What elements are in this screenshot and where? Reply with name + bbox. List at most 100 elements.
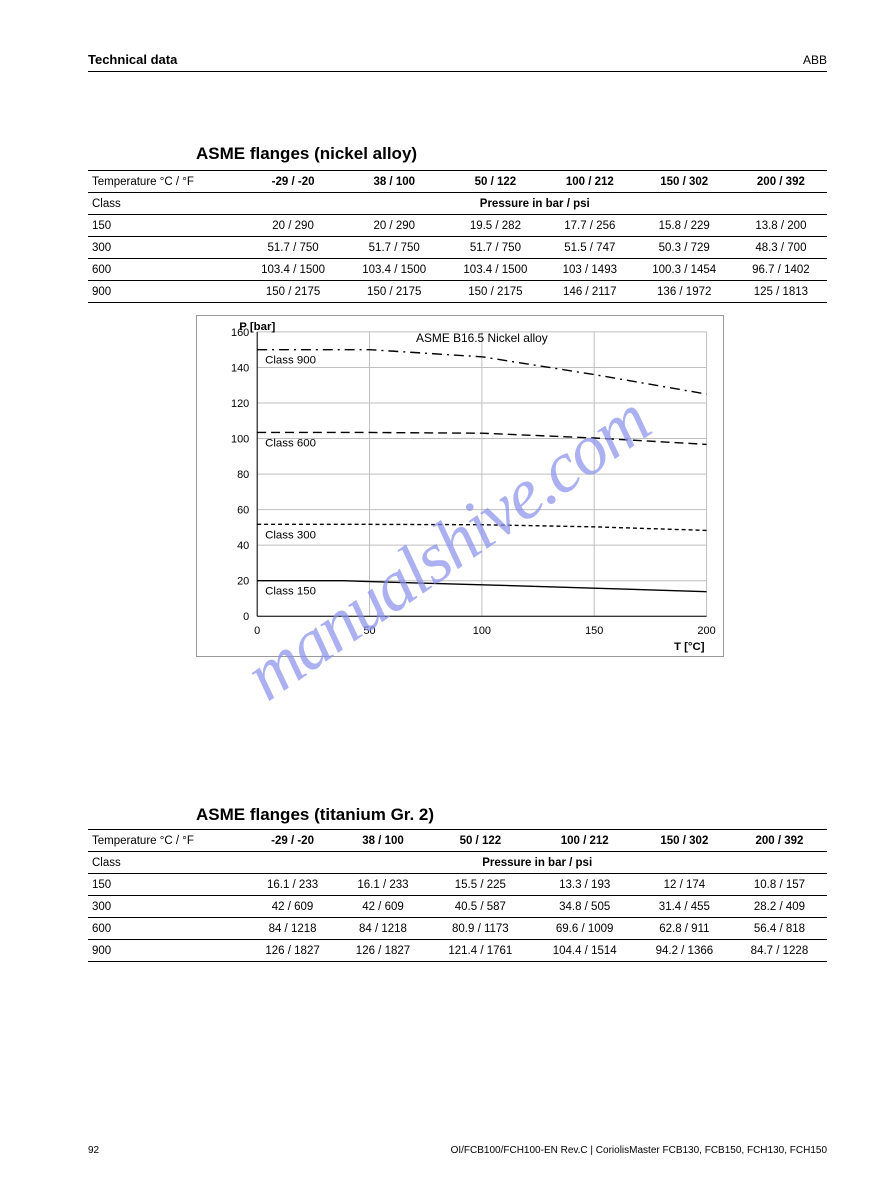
cell: 16.1 / 233: [338, 874, 428, 896]
svg-text:100: 100: [231, 434, 249, 446]
cell: 51.5 / 747: [546, 237, 634, 259]
cell: 28.2 / 409: [732, 896, 827, 918]
cell: 125 / 1813: [735, 281, 827, 303]
cell: 69.6 / 1009: [533, 918, 637, 940]
row-label: 150: [88, 874, 247, 896]
row-label: 300: [88, 237, 243, 259]
table-titanium-head-label: Temperature °C / °F: [88, 830, 247, 852]
table-nickel-head-label: Temperature °C / °F: [88, 171, 243, 193]
cell: 42 / 609: [247, 896, 337, 918]
svg-text:ASME B16.5 Nickel alloy: ASME B16.5 Nickel alloy: [416, 331, 548, 345]
cell: 150 / 2175: [445, 281, 546, 303]
cell: 84.7 / 1228: [732, 940, 827, 962]
table-nickel: Temperature °C / °F -29 / -20 38 / 100 5…: [88, 170, 827, 303]
table-nickel-col: 38 / 100: [344, 171, 445, 193]
cell: 100.3 / 1454: [634, 259, 735, 281]
svg-text:P [bar]: P [bar]: [239, 321, 275, 333]
cell: 80.9 / 1173: [428, 918, 532, 940]
svg-text:200: 200: [697, 625, 715, 637]
cell: 103.4 / 1500: [243, 259, 344, 281]
section-nickel-title: ASME flanges (nickel alloy): [196, 144, 827, 164]
cell: 121.4 / 1761: [428, 940, 532, 962]
cell: 62.8 / 911: [637, 918, 732, 940]
cell: 19.5 / 282: [445, 215, 546, 237]
cell: 146 / 2117: [546, 281, 634, 303]
cell: 84 / 1218: [247, 918, 337, 940]
table-nickel-subhead-text: Pressure in bar / psi: [243, 193, 828, 215]
row-label: 600: [88, 918, 247, 940]
table-titanium-col: 200 / 392: [732, 830, 827, 852]
table-titanium-col: 150 / 302: [637, 830, 732, 852]
table-row: 600103.4 / 1500103.4 / 1500103.4 / 15001…: [88, 259, 827, 281]
svg-text:80: 80: [237, 469, 249, 481]
row-label: 900: [88, 281, 243, 303]
svg-text:60: 60: [237, 505, 249, 517]
table-titanium-col: 50 / 122: [428, 830, 532, 852]
cell: 50.3 / 729: [634, 237, 735, 259]
cell: 16.1 / 233: [247, 874, 337, 896]
cell: 10.8 / 157: [732, 874, 827, 896]
table-row: 30042 / 60942 / 60940.5 / 58734.8 / 5053…: [88, 896, 827, 918]
table-titanium-col: 38 / 100: [338, 830, 428, 852]
svg-text:0: 0: [254, 625, 260, 637]
footer-page: 92: [88, 1145, 99, 1156]
svg-text:Class 600: Class 600: [265, 437, 316, 449]
cell: 34.8 / 505: [533, 896, 637, 918]
table-nickel-col: 150 / 302: [634, 171, 735, 193]
table-nickel-col: 100 / 212: [546, 171, 634, 193]
cell: 13.3 / 193: [533, 874, 637, 896]
cell: 56.4 / 818: [732, 918, 827, 940]
cell: 126 / 1827: [338, 940, 428, 962]
row-label: 150: [88, 215, 243, 237]
table-nickel-col: -29 / -20: [243, 171, 344, 193]
table-row: 30051.7 / 75051.7 / 75051.7 / 75051.5 / …: [88, 237, 827, 259]
cell: 103 / 1493: [546, 259, 634, 281]
page-title: Technical data: [88, 52, 177, 67]
cell: 51.7 / 750: [243, 237, 344, 259]
table-titanium-subhead-text: Pressure in bar / psi: [247, 852, 827, 874]
cell: 12 / 174: [637, 874, 732, 896]
svg-text:120: 120: [231, 398, 249, 410]
cell: 126 / 1827: [247, 940, 337, 962]
table-nickel-col: 50 / 122: [445, 171, 546, 193]
cell: 42 / 609: [338, 896, 428, 918]
chart-svg: 020406080100120140160050100150200ASME B1…: [197, 316, 723, 656]
svg-text:Class 900: Class 900: [265, 355, 316, 367]
row-label: 900: [88, 940, 247, 962]
table-row: 15020 / 29020 / 29019.5 / 28217.7 / 2561…: [88, 215, 827, 237]
cell: 48.3 / 700: [735, 237, 827, 259]
cell: 96.7 / 1402: [735, 259, 827, 281]
cell: 31.4 / 455: [637, 896, 732, 918]
table-nickel-subhead-label: Class: [88, 193, 243, 215]
table-titanium: Temperature °C / °F -29 / -20 38 / 100 5…: [88, 829, 827, 962]
cell: 94.2 / 1366: [637, 940, 732, 962]
table-row: 60084 / 121884 / 121880.9 / 117369.6 / 1…: [88, 918, 827, 940]
cell: 136 / 1972: [634, 281, 735, 303]
svg-text:150: 150: [585, 625, 603, 637]
footer-doc: OI/FCB100/FCH100-EN Rev.C | CoriolisMast…: [451, 1145, 827, 1156]
table-titanium-col: -29 / -20: [247, 830, 337, 852]
cell: 104.4 / 1514: [533, 940, 637, 962]
cell: 150 / 2175: [243, 281, 344, 303]
footer: 92 OI/FCB100/FCH100-EN Rev.C | CoriolisM…: [88, 1145, 827, 1156]
brand: ABB: [803, 53, 827, 67]
row-label: 600: [88, 259, 243, 281]
cell: 150 / 2175: [344, 281, 445, 303]
row-label: 300: [88, 896, 247, 918]
table-nickel-col: 200 / 392: [735, 171, 827, 193]
table-titanium-col: 100 / 212: [533, 830, 637, 852]
table-row: 900126 / 1827126 / 1827121.4 / 1761104.4…: [88, 940, 827, 962]
svg-text:20: 20: [237, 576, 249, 588]
cell: 15.8 / 229: [634, 215, 735, 237]
svg-text:Class 300: Class 300: [265, 529, 316, 541]
table-titanium-subhead-label: Class: [88, 852, 247, 874]
cell: 20 / 290: [344, 215, 445, 237]
svg-text:40: 40: [237, 540, 249, 552]
svg-text:140: 140: [231, 362, 249, 374]
svg-text:0: 0: [243, 611, 249, 623]
svg-text:100: 100: [473, 625, 491, 637]
cell: 15.5 / 225: [428, 874, 532, 896]
section-titanium-title: ASME flanges (titanium Gr. 2): [196, 805, 827, 825]
cell: 51.7 / 750: [344, 237, 445, 259]
cell: 103.4 / 1500: [344, 259, 445, 281]
